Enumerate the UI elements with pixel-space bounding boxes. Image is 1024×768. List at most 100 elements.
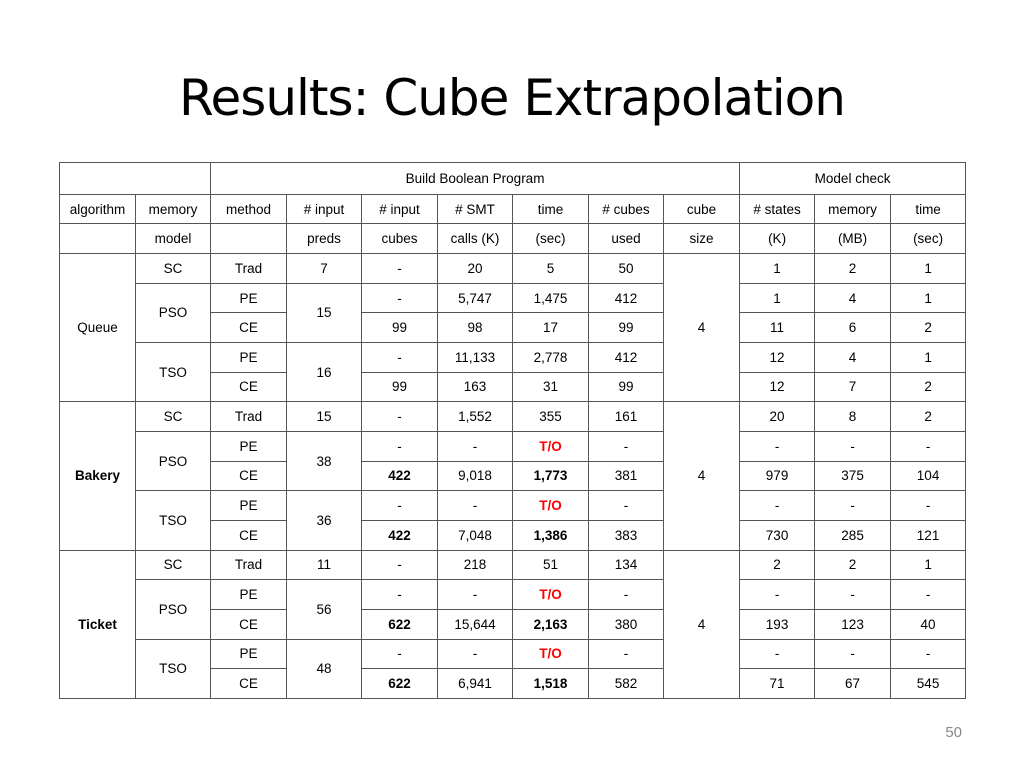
cubes-used-cell: 383 [588, 519, 664, 551]
algorithm-cell: Queue [59, 253, 136, 403]
table-row: CE 622 6,941 1,518 582 71 67 545 [60, 668, 967, 699]
method-cell: Trad [210, 253, 287, 284]
mc-time-cell: 104 [890, 460, 967, 492]
table-row: Queue SC Trad 7-20 5 50 4 1 2 1 [59, 253, 967, 403]
smt-calls-cell: - [437, 638, 513, 670]
memory-model-cell: PSO [135, 430, 211, 492]
build-time-cell: 5 [512, 253, 589, 284]
memory-model-cell: TSO [135, 638, 211, 700]
input-cubes-cell: - [361, 579, 438, 610]
table-row: Ticket SC Trad 11-218 51 134 4 2 2 1 [59, 549, 967, 700]
smt-calls-cell: 20 [437, 253, 513, 284]
model-check-header: Model check [739, 162, 967, 195]
table-row: PSO PE 38- - T/O - - - - [60, 430, 967, 492]
input-cubes-cell: - [361, 549, 438, 581]
table-row: PSO PE 56- - T/O - - - - [60, 579, 967, 640]
mc-time-cell: 2 [890, 401, 967, 432]
states-cell: 71 [739, 668, 816, 699]
states-cell: 1 [739, 282, 816, 314]
method-cell: CE [210, 608, 287, 640]
states-cell: - [739, 490, 816, 521]
cubes-used-cell: - [588, 579, 664, 610]
memory-model-cell: SC [135, 401, 211, 432]
memory-mb-cell: - [814, 638, 892, 670]
cubes-used-cell: 50 [588, 253, 664, 284]
table-row: TSO PE 48- - T/O - - - - [60, 638, 967, 700]
memory-model-cell: SC [135, 253, 211, 284]
algorithm-cell: Bakery [59, 401, 136, 551]
method-cell: CE [210, 312, 287, 343]
table-row: TSO PE 16-11,133 2,778 412 12 4 1 [60, 341, 967, 403]
states-cell: 11 [739, 312, 816, 343]
smt-calls-cell: - [437, 430, 513, 462]
memory-mb-cell: 7 [814, 371, 892, 403]
column-header-row-1: algorithm memory method # input # input # SMT… [59, 193, 967, 225]
smt-calls-cell: 5,747 [437, 282, 513, 314]
states-cell: 979 [739, 460, 816, 492]
method-cell: PE [210, 490, 287, 521]
column-header-row-2: model preds cubes calls (K) (sec) used size (K)… [59, 223, 967, 255]
states-cell: - [739, 430, 816, 462]
method-cell: PE [210, 341, 287, 373]
build-time-cell: T/O [512, 490, 589, 521]
smt-calls-cell: - [437, 579, 513, 610]
mc-time-cell: 545 [890, 668, 967, 699]
build-time-cell: 1,518 [512, 668, 589, 699]
memory-model-cell: TSO [135, 341, 211, 403]
mc-time-cell: 1 [890, 549, 967, 581]
memory-model-cell: TSO [135, 490, 211, 551]
column-header: # cubes [588, 193, 664, 225]
cubes-used-cell: - [588, 430, 664, 462]
column-header: memory [135, 193, 211, 225]
input-preds-cell: 11 [286, 549, 362, 581]
cubes-used-cell: 380 [588, 608, 664, 640]
input-preds-cell: 15 [286, 282, 362, 343]
mc-time-cell: 121 [890, 519, 967, 551]
table-row: Bakery SC Trad 15-1,552 355 161 4 20 8 2 [59, 401, 967, 551]
page-number: 50 [945, 724, 962, 741]
input-cubes-cell: - [361, 430, 438, 462]
cube-size-cell: 4 [662, 253, 741, 403]
build-time-cell: 1,773 [512, 460, 589, 492]
smt-calls-cell: 7,048 [437, 519, 513, 551]
input-cubes-cell: 99 [361, 371, 438, 403]
input-preds-cell: 36 [286, 490, 362, 551]
mc-time-cell: 1 [890, 341, 967, 373]
table-row: PSO PE 15-5,747 1,475 412 1 4 1 [60, 282, 967, 343]
method-cell: Trad [210, 401, 287, 432]
input-cubes-cell: - [361, 253, 438, 284]
column-header: size [662, 223, 741, 255]
input-preds-cell: 15 [286, 401, 362, 432]
table-row: CE 422 9,018 1,773 381 979 375 104 [60, 460, 967, 492]
states-cell: 2 [739, 549, 816, 581]
memory-mb-cell: 375 [814, 460, 892, 492]
memory-model-cell: PSO [135, 579, 211, 640]
memory-mb-cell: 4 [814, 341, 892, 373]
states-cell: - [739, 638, 816, 670]
memory-mb-cell: 285 [814, 519, 892, 551]
memory-mb-cell: - [814, 579, 892, 610]
results-table: Build Boolean Program Model check algori… [59, 162, 967, 700]
column-header: (MB) [814, 223, 892, 255]
cubes-used-cell: - [588, 490, 664, 521]
build-time-cell: T/O [512, 579, 589, 610]
states-cell: 20 [739, 401, 816, 432]
column-header: model [135, 223, 211, 255]
memory-mb-cell: 67 [814, 668, 892, 699]
column-header: preds [286, 223, 362, 255]
method-cell: PE [210, 282, 287, 314]
input-cubes-cell: 422 [361, 519, 438, 551]
mc-time-cell: 2 [890, 371, 967, 403]
mc-time-cell: 40 [890, 608, 967, 640]
memory-mb-cell: 6 [814, 312, 892, 343]
smt-calls-cell: 98 [437, 312, 513, 343]
build-time-cell: 1,386 [512, 519, 589, 551]
input-cubes-cell: - [361, 490, 438, 521]
smt-calls-cell: 1,552 [437, 401, 513, 432]
cubes-used-cell: 134 [588, 549, 664, 581]
build-time-cell: 1,475 [512, 282, 589, 314]
input-cubes-cell: 99 [361, 312, 438, 343]
column-header: (K) [739, 223, 816, 255]
smt-calls-cell: 11,133 [437, 341, 513, 373]
states-cell: 12 [739, 341, 816, 373]
